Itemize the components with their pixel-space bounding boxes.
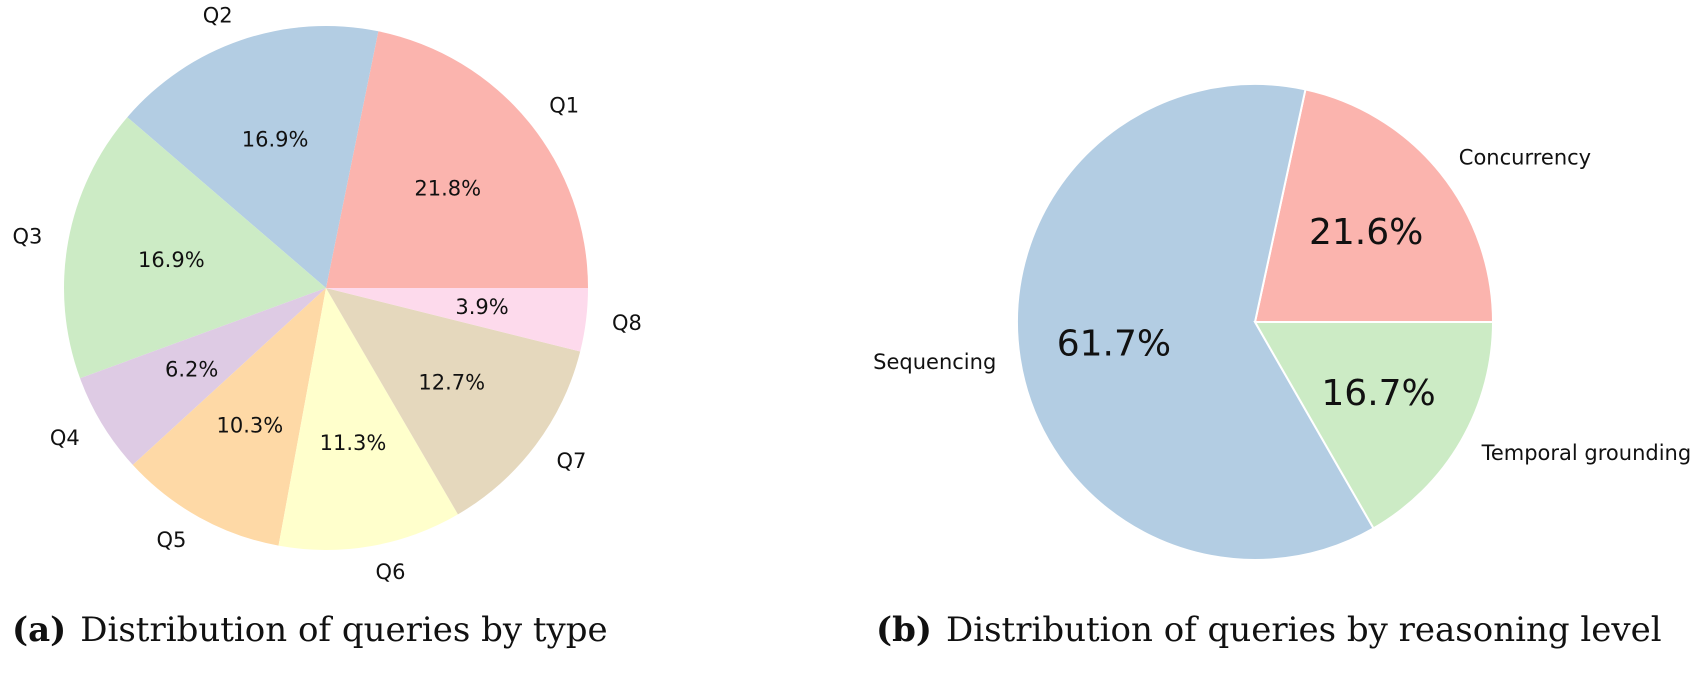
- category-label-q3: Q3: [13, 225, 43, 249]
- pct-label-q5: 10.3%: [216, 414, 283, 438]
- caption-text-b: Distribution of queries by reasoning lev…: [945, 610, 1662, 650]
- pie-chart-reasoning-level: 21.6% Concurrency 61.7% Sequencing 16.7% Temp…: [873, 83, 1692, 561]
- pie-chart-query-type: 21.8% Q1 16.9% Q2 16.9% Q3 6.2% Q4 10.3% Q5 11.3% Q…: [13, 3, 642, 584]
- pie-slice-q6: [278, 288, 458, 551]
- category-label-concurrency: Concurrency: [1459, 146, 1591, 170]
- pie-slice-q8: [326, 288, 588, 352]
- pie-slice-q7: [326, 288, 581, 515]
- pct-label-concurrency: 21.6%: [1309, 212, 1423, 253]
- pie-slice-sequencing: [1016, 83, 1375, 561]
- caption-reasoning-level: (b) Distribution of queries by reasoning …: [876, 604, 1662, 656]
- pct-label-q2: 16.9%: [242, 127, 309, 151]
- pct-label-q4: 6.2%: [165, 358, 218, 382]
- category-label-sequencing: Sequencing: [873, 350, 996, 374]
- pie-slice-temporal-grounding: [1253, 321, 1495, 530]
- pie-slice-q1: [326, 31, 588, 288]
- category-label-q7: Q7: [556, 449, 586, 473]
- caption-tag-a: (a): [12, 610, 67, 650]
- pie-slice-q2: [127, 26, 379, 289]
- pct-label-q8: 3.9%: [455, 295, 508, 319]
- pct-label-q7: 12.7%: [418, 370, 485, 394]
- category-label-q2: Q2: [203, 3, 233, 27]
- caption-text-a: Distribution of queries by type: [80, 610, 608, 650]
- pie-slice-concurrency: [1253, 88, 1495, 323]
- pie-slice-q3: [63, 117, 326, 379]
- pct-label-q3: 16.9%: [138, 248, 205, 272]
- category-label-q6: Q6: [376, 560, 406, 584]
- category-label-q4: Q4: [50, 426, 80, 450]
- category-label-q1: Q1: [549, 94, 579, 118]
- pct-label-q6: 11.3%: [320, 431, 387, 455]
- pct-label-q1: 21.8%: [414, 177, 481, 201]
- category-label-temporal-grounding: Temporal grounding: [1481, 441, 1692, 465]
- pie-slice-q4: [80, 288, 326, 465]
- category-label-q8: Q8: [612, 311, 642, 335]
- caption-tag-b: (b): [876, 610, 932, 650]
- caption-query-type: (a) Distribution of queries by type: [12, 604, 608, 656]
- pie-slice-q5: [132, 288, 326, 546]
- pct-label-sequencing: 61.7%: [1057, 323, 1171, 364]
- category-label-q5: Q5: [156, 528, 186, 552]
- pct-label-temporal-grounding: 16.7%: [1321, 373, 1435, 414]
